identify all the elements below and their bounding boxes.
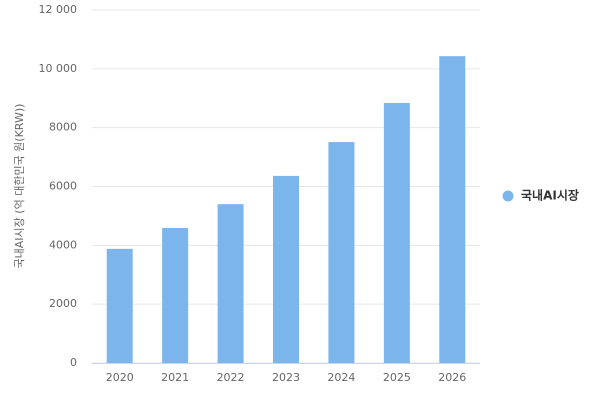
bar — [162, 227, 189, 363]
bar — [383, 102, 410, 363]
x-tick-label: 2025 — [383, 371, 411, 384]
x-tick-label: 2026 — [438, 371, 466, 384]
y-tick-label: 0 — [70, 356, 77, 369]
bar — [439, 56, 466, 363]
x-tick-label: 2022 — [217, 371, 245, 384]
y-tick-label: 10 000 — [39, 62, 78, 75]
x-tick-label: 2020 — [106, 371, 134, 384]
bar — [217, 204, 244, 363]
y-tick-label: 2000 — [49, 297, 77, 310]
legend-label[interactable]: 국내AI시장 — [521, 188, 579, 203]
y-axis-label: 국내AI시장 (억 대한민국 원(KRW)) — [13, 104, 26, 269]
y-tick-label: 6000 — [49, 180, 77, 193]
x-tick-label: 2024 — [327, 371, 355, 384]
y-tick-label: 4000 — [49, 238, 77, 251]
y-tick-label: 8000 — [49, 121, 77, 134]
y-tick-label: 12 000 — [39, 3, 78, 16]
x-tick-label: 2023 — [272, 371, 300, 384]
legend-marker[interactable] — [502, 190, 514, 202]
bar — [328, 142, 355, 363]
bar — [273, 175, 299, 363]
bar — [106, 248, 133, 363]
x-tick-label: 2021 — [161, 371, 189, 384]
